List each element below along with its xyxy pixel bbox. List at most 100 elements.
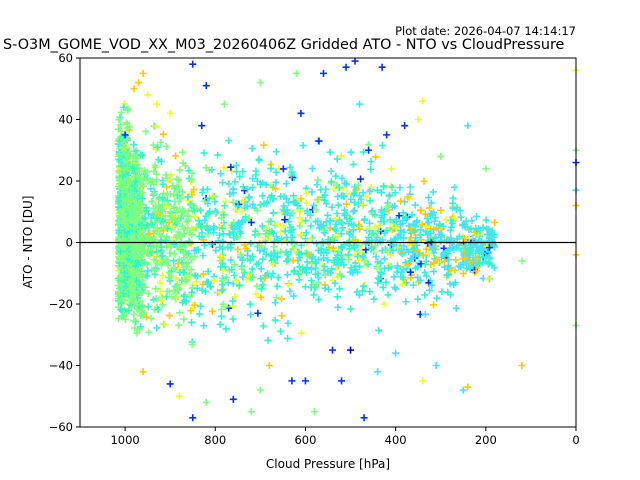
data-point — [182, 218, 190, 226]
data-point — [452, 304, 460, 312]
data-point — [207, 240, 215, 248]
data-point — [491, 219, 499, 227]
data-point — [303, 207, 311, 215]
data-point — [214, 237, 222, 245]
data-point — [252, 290, 260, 298]
data-point — [332, 172, 340, 180]
data-point — [374, 368, 382, 376]
data-point — [473, 255, 481, 263]
data-point — [334, 303, 342, 311]
data-point — [259, 322, 267, 330]
data-point — [180, 254, 188, 262]
data-point — [416, 276, 424, 284]
data-point — [163, 287, 171, 295]
data-point — [391, 189, 399, 197]
data-point — [302, 216, 310, 224]
data-point — [188, 176, 196, 184]
data-point — [372, 153, 380, 161]
data-point — [116, 255, 124, 263]
data-point — [462, 241, 470, 249]
data-point — [355, 291, 363, 299]
data-point — [347, 148, 355, 156]
data-point — [120, 252, 128, 260]
data-point — [229, 297, 237, 305]
data-point — [326, 148, 334, 156]
data-point — [333, 210, 341, 218]
data-point — [432, 234, 440, 242]
data-point — [325, 285, 333, 293]
data-point — [115, 315, 123, 323]
plot-date-annotation: Plot date: 2026-04-07 14:14:17 — [395, 24, 576, 38]
data-point — [198, 233, 206, 241]
data-point — [377, 189, 385, 197]
data-point — [162, 203, 170, 211]
data-point — [422, 245, 430, 253]
data-point — [123, 230, 131, 238]
data-point — [170, 240, 178, 248]
data-point — [400, 228, 408, 236]
data-point — [437, 152, 445, 160]
data-point — [310, 291, 318, 299]
data-point — [130, 255, 138, 263]
data-point — [461, 223, 469, 231]
data-point — [272, 168, 280, 176]
data-point — [394, 243, 402, 251]
data-point — [371, 247, 379, 255]
data-point — [472, 267, 480, 275]
data-point — [232, 161, 240, 169]
data-point — [165, 176, 173, 184]
data-point — [138, 222, 146, 230]
data-point — [256, 79, 264, 87]
data-point — [414, 295, 422, 303]
data-point — [152, 256, 160, 264]
data-point — [148, 198, 156, 206]
data-point — [329, 234, 337, 242]
data-point — [249, 175, 257, 183]
data-point — [153, 176, 161, 184]
data-point — [426, 286, 434, 294]
data-point — [489, 240, 497, 248]
data-point — [286, 287, 294, 295]
data-point — [305, 251, 313, 259]
data-point — [327, 167, 335, 175]
data-point — [133, 198, 141, 206]
data-point — [430, 235, 438, 243]
data-point — [256, 386, 264, 394]
data-point — [144, 290, 152, 298]
data-point — [307, 277, 315, 285]
data-point — [178, 208, 186, 216]
data-point — [222, 303, 230, 311]
data-point — [127, 189, 135, 197]
data-point — [264, 231, 272, 239]
data-point — [125, 234, 133, 242]
data-point — [190, 186, 198, 194]
data-point — [326, 224, 334, 232]
data-point — [404, 261, 412, 269]
data-point — [192, 278, 200, 286]
data-point — [176, 243, 184, 251]
data-point — [167, 249, 175, 257]
data-point — [262, 224, 270, 232]
data-point — [449, 219, 457, 227]
data-point — [188, 169, 196, 177]
data-point — [361, 257, 369, 265]
data-point — [307, 235, 315, 243]
data-point — [380, 255, 388, 263]
data-point — [247, 311, 255, 319]
data-point — [259, 281, 267, 289]
data-point — [119, 217, 127, 225]
data-point — [294, 270, 302, 278]
data-point — [260, 234, 268, 242]
data-point — [291, 248, 299, 256]
data-point — [346, 215, 354, 223]
data-point — [132, 147, 140, 155]
data-point — [136, 253, 144, 261]
data-point — [149, 296, 157, 304]
data-point — [233, 205, 241, 213]
data-point — [395, 212, 403, 220]
data-point — [237, 251, 245, 259]
data-point — [143, 313, 151, 321]
data-point — [239, 197, 247, 205]
data-point — [371, 211, 379, 219]
data-point — [130, 317, 138, 325]
